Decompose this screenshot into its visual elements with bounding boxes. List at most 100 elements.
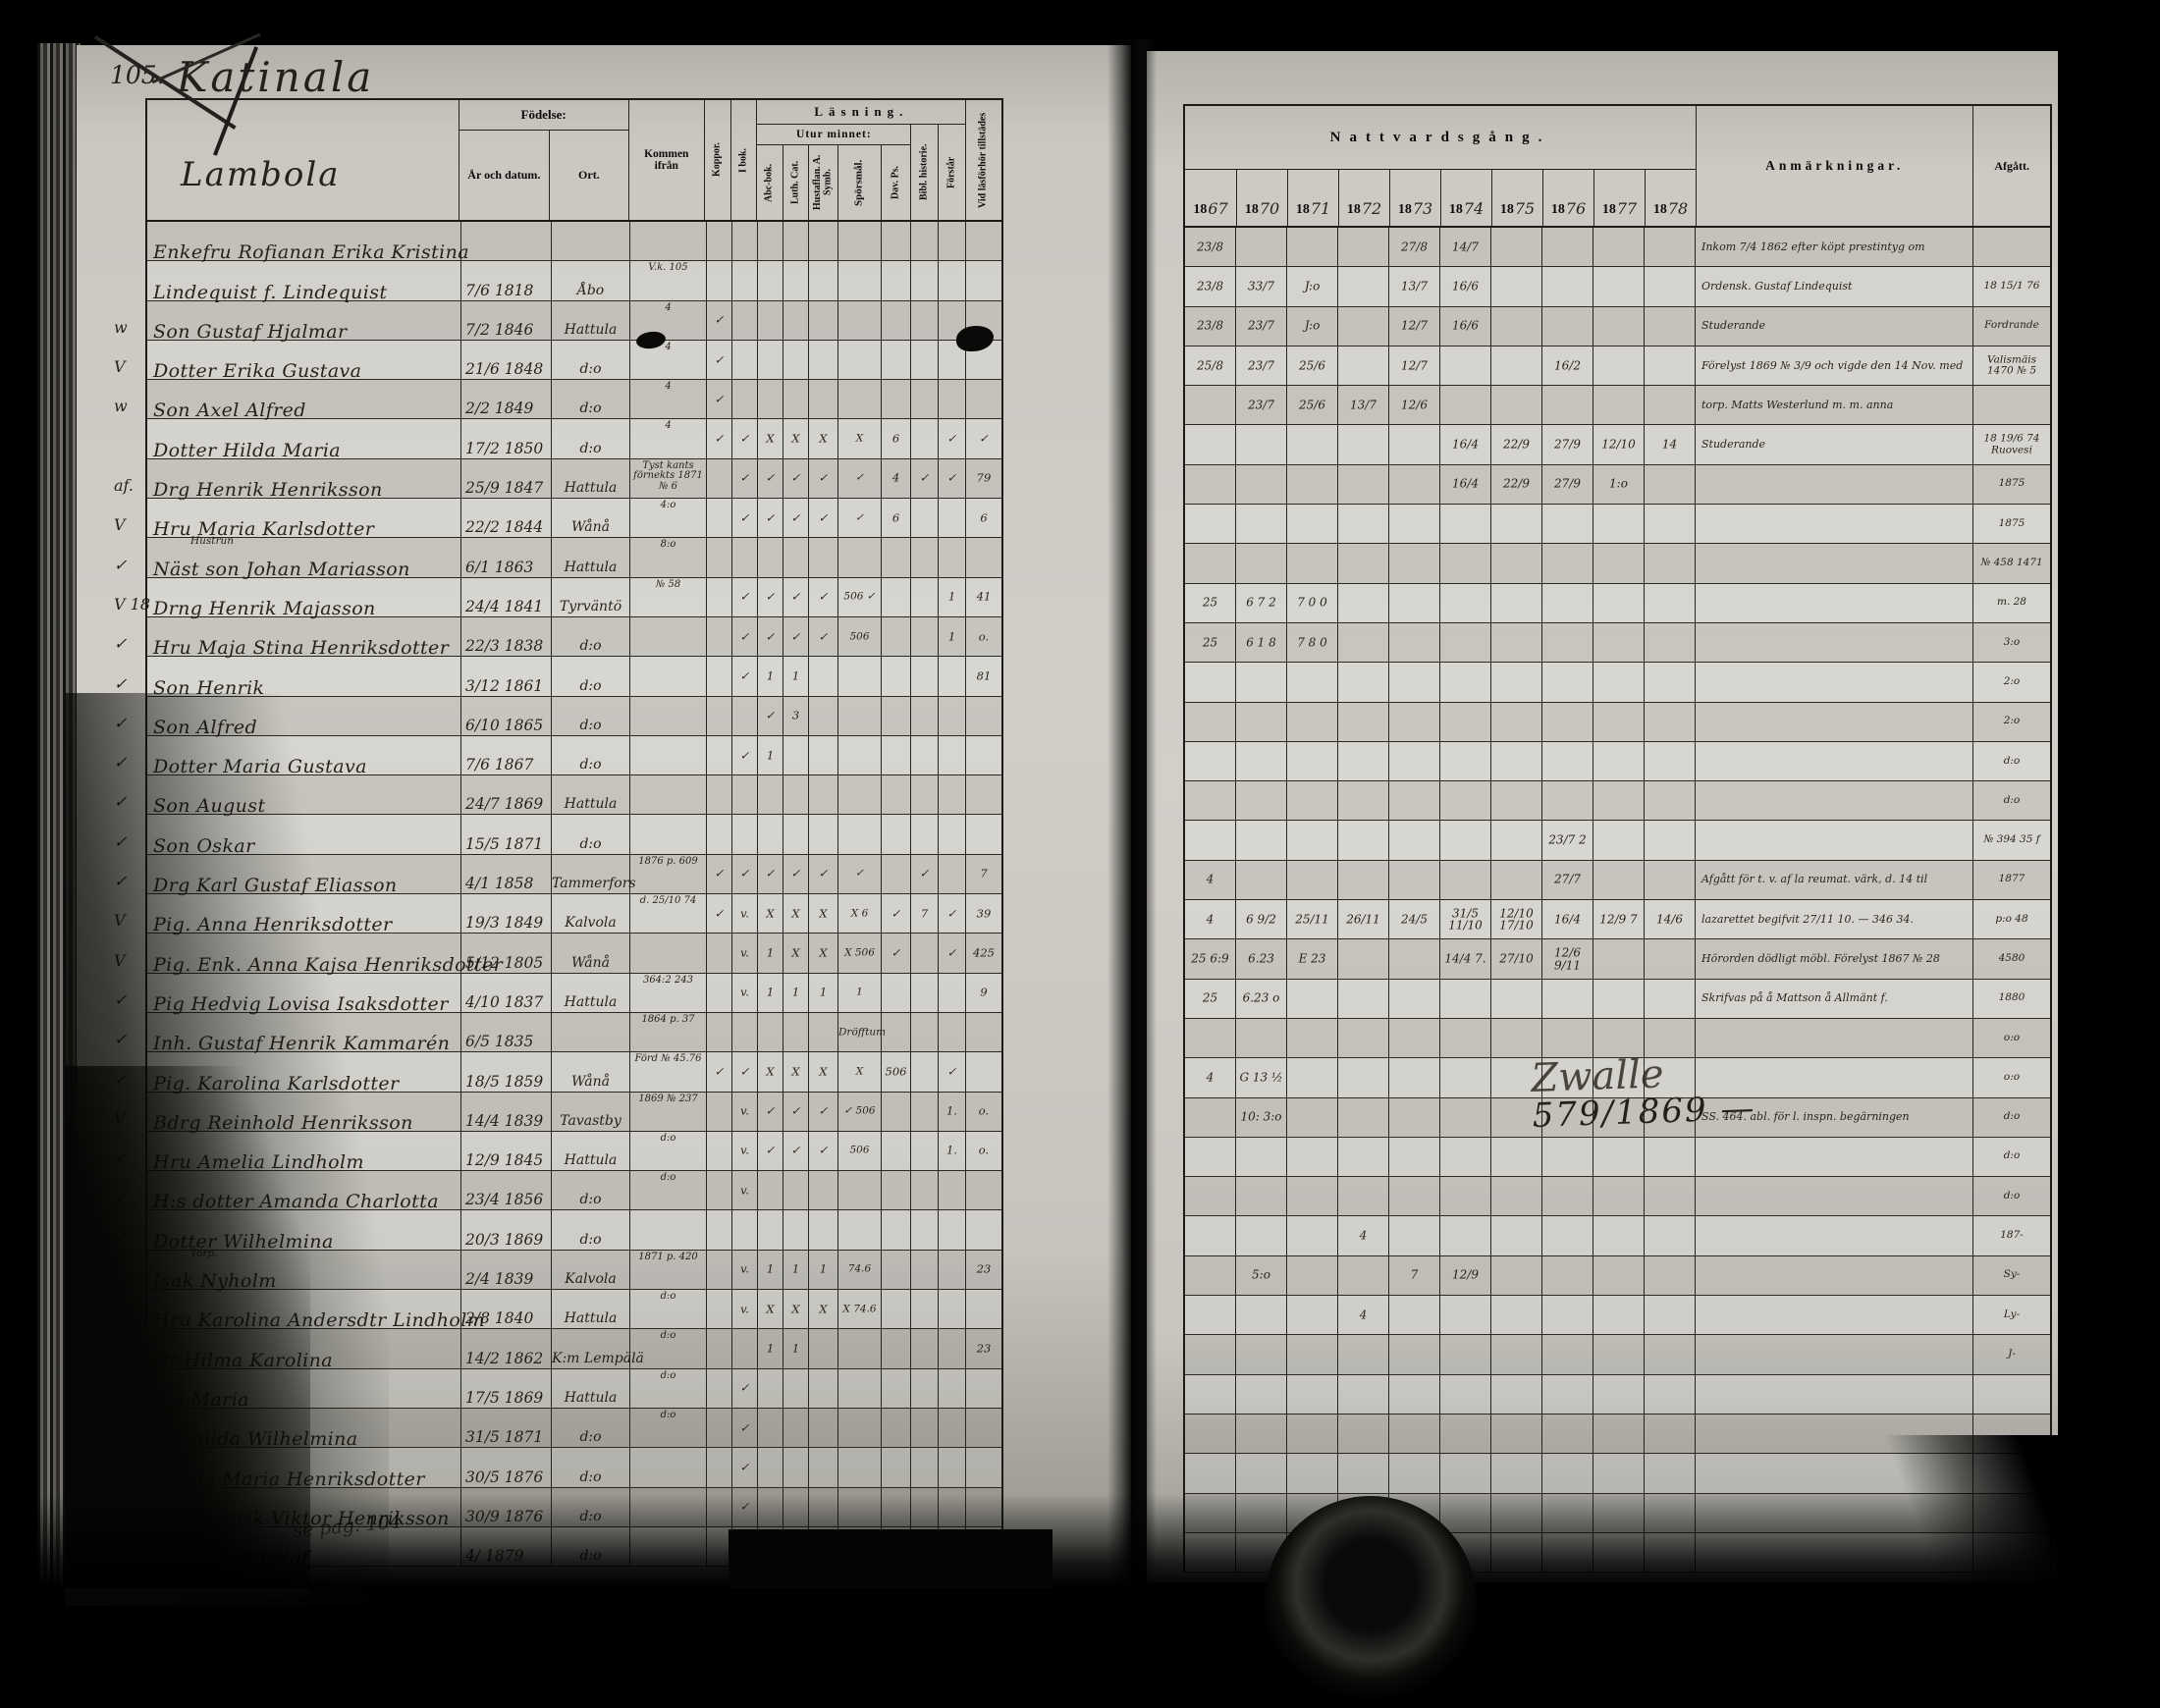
person-name: Son August bbox=[153, 795, 266, 818]
questions-cell bbox=[838, 815, 882, 854]
luther-catechism-cell bbox=[783, 300, 809, 340]
in-book-cell bbox=[732, 340, 758, 380]
communion-mark: 6.23 bbox=[1248, 951, 1274, 966]
attends-exam-cell bbox=[966, 380, 1001, 418]
come-from-value: Förd № 45.76 bbox=[634, 1053, 702, 1065]
communion-cell-1877 bbox=[1593, 1296, 1645, 1335]
communion-mark: 31/5 11/10 bbox=[1448, 906, 1483, 933]
come-from-cell bbox=[630, 1487, 707, 1526]
luther-catechism-cell: X bbox=[783, 894, 809, 934]
table-row: ✓ Hru Maja Stina Henriksdotter 22/3 1838… bbox=[114, 616, 1001, 659]
questions-mark: ✓ bbox=[855, 471, 864, 484]
luther-catechism-cell bbox=[783, 340, 809, 380]
in-book-mark: v. bbox=[740, 1183, 749, 1198]
communion-cell-1877 bbox=[1593, 702, 1645, 741]
communion-cell-1877 bbox=[1593, 663, 1645, 702]
communion-cell-1870: 6 1 8 bbox=[1236, 622, 1287, 663]
birth-date: 21/6 1848 bbox=[465, 360, 544, 379]
table-row: ✓ Son August 24/7 1869 Hattula bbox=[114, 775, 1001, 818]
remarks-cell: lazarettet begifvit 27/11 10. — 346 34. bbox=[1696, 900, 1973, 939]
communion-cell-1878 bbox=[1645, 1097, 1696, 1137]
communion-cell-1876 bbox=[1542, 1097, 1593, 1137]
remarks-cell bbox=[1696, 741, 1973, 781]
house-table-cell bbox=[809, 1012, 838, 1052]
bible-history-cell bbox=[911, 538, 939, 577]
communion-cell-1875 bbox=[1491, 1335, 1542, 1374]
luther-catechism-cell: 1 bbox=[783, 1250, 809, 1290]
year-written-part: 73 bbox=[1412, 199, 1433, 218]
attends-exam-cell: ✓ bbox=[966, 419, 1001, 457]
understands-cell bbox=[939, 1368, 966, 1408]
questions-cell: 506 bbox=[838, 616, 882, 657]
communion-cell-1873 bbox=[1389, 1216, 1440, 1255]
year-written-part: 76 bbox=[1565, 199, 1587, 218]
birth-header: Födelse: bbox=[520, 107, 567, 122]
psalms-header: Dav. Ps. bbox=[881, 145, 910, 220]
remarks-cell bbox=[1696, 821, 1973, 860]
house-table-cell: ✓ bbox=[809, 458, 838, 499]
birth-date: 14/4 1839 bbox=[465, 1111, 544, 1130]
bible-history-cell bbox=[911, 419, 939, 458]
questions-cell bbox=[838, 696, 882, 735]
psalms-cell: 6 bbox=[882, 419, 911, 458]
communion-cell-1870 bbox=[1236, 741, 1287, 781]
communion-mark: 23/8 bbox=[1197, 240, 1223, 254]
margin-check-mark: af. bbox=[114, 476, 134, 496]
smallpox-cell bbox=[707, 1329, 732, 1368]
communion-cell-1872 bbox=[1338, 544, 1389, 583]
abc-book-mark: X bbox=[766, 431, 775, 446]
birth-date: 23/4 1856 bbox=[465, 1191, 544, 1209]
remarks-text: Afgått för t. v. af la reumat. värk, d. … bbox=[1701, 873, 1928, 886]
communion-cell-1874 bbox=[1440, 663, 1491, 702]
name-cell: ✓ Dotter Wilhelmina bbox=[114, 1210, 461, 1253]
table-row: ✓ Mathilda Wilhelmina 31/5 1871 d:o d:o … bbox=[114, 1408, 1001, 1450]
come-from-cell: 4 bbox=[630, 340, 707, 380]
communion-cell-1870: 6 9/2 bbox=[1236, 900, 1287, 939]
attends-exam-cell: 41 bbox=[966, 578, 1001, 616]
departed-cell: 18 19/6 74 Ruovesi bbox=[1973, 425, 2050, 463]
luther-catechism-mark: ✓ bbox=[790, 470, 801, 485]
come-from-cell: d:o bbox=[630, 1368, 707, 1408]
person-name: Hru Amelia Lindholm bbox=[153, 1151, 364, 1174]
remarks-cell: Ordensk. Gustaf Lindequist bbox=[1696, 267, 1973, 306]
communion-cell-1870 bbox=[1236, 1374, 1287, 1414]
bible-history-cell bbox=[911, 973, 939, 1012]
come-from-value: № 58 bbox=[655, 578, 681, 590]
communion-cell-1875 bbox=[1491, 1532, 1542, 1573]
birth-place: d:o bbox=[579, 1231, 602, 1248]
communion-cell-1873 bbox=[1389, 781, 1440, 821]
come-from-cell: d. 25/10 74 bbox=[630, 894, 707, 934]
come-from-value: 4 bbox=[665, 301, 672, 313]
in-book-mark: v. bbox=[740, 1103, 749, 1118]
communion-cell-1876 bbox=[1542, 741, 1593, 781]
departed-cell bbox=[1973, 1375, 2050, 1414]
table-row: ✓ Torp. Isak Nyholm 2/4 1839 Kalvola 187… bbox=[114, 1248, 1001, 1292]
year-header-cell: 18 73 bbox=[1389, 170, 1440, 226]
communion-year-group: Nattvardsgång. 18 67 18 70 18 71 bbox=[1185, 106, 1696, 226]
abc-book-cell: ✓ bbox=[758, 854, 783, 894]
come-from-value: 1869 № 237 bbox=[638, 1093, 698, 1104]
communion-cell-1874 bbox=[1440, 1177, 1491, 1216]
remarks-cell bbox=[1696, 1335, 1973, 1374]
communion-cell-1878 bbox=[1645, 1255, 1696, 1296]
by-heart-group: Utur minnet: Abc-bok. Luth. Cat. Hustafl… bbox=[757, 125, 911, 220]
abc-book-cell: X bbox=[758, 1052, 783, 1092]
communion-cell-1875 bbox=[1491, 1414, 1542, 1454]
departed-text: o:o bbox=[2003, 1071, 2021, 1084]
attends-exam-cell bbox=[966, 1171, 1001, 1209]
communion-cell-1867 bbox=[1185, 1255, 1236, 1296]
departed-text: 18 19/6 74 Ruovesi bbox=[1983, 432, 2040, 456]
communion-cell-1872 bbox=[1338, 1414, 1389, 1454]
attends-exam-mark: o. bbox=[978, 628, 990, 643]
communion-cell-1878 bbox=[1645, 544, 1696, 583]
table-row: V 18 Drng Henrik Majasson 24/4 1841 Tyrv… bbox=[114, 577, 1001, 619]
in-book-cell: v. bbox=[732, 973, 758, 1012]
understands-cell bbox=[939, 1250, 966, 1290]
communion-cell-1870 bbox=[1236, 1216, 1287, 1255]
communion-cell-1873 bbox=[1389, 1414, 1440, 1454]
birth-date: 19/3 1849 bbox=[465, 914, 544, 933]
luther-catechism-cell: 1 bbox=[783, 973, 809, 1012]
remarks-text: Studerande bbox=[1701, 437, 1766, 451]
communion-cell-1878 bbox=[1645, 583, 1696, 622]
person-name: Son Axel Alfred bbox=[153, 400, 306, 422]
